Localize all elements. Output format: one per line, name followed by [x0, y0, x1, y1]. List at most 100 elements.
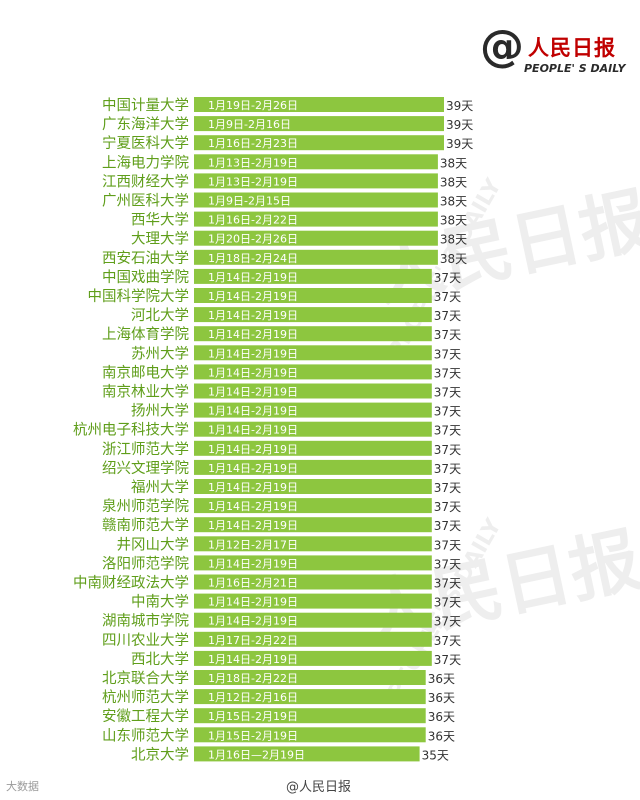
- category-label: 中国计量大学: [102, 97, 189, 114]
- date-range-label: 1月15日-2月19日: [208, 729, 298, 742]
- value-label: 38天: [440, 175, 467, 189]
- date-range-label: 1月20日-2月26日: [208, 233, 298, 246]
- category-label: 西安石油大学: [102, 250, 189, 267]
- category-label: 广州医科大学: [102, 193, 189, 210]
- value-label: 37天: [434, 328, 461, 342]
- value-label: 37天: [434, 653, 461, 667]
- date-range-label: 1月9日-2月16日: [208, 118, 291, 131]
- value-label: 35天: [422, 748, 449, 762]
- category-label: 江西财经大学: [102, 173, 189, 190]
- bar: [194, 345, 432, 361]
- bar: [194, 612, 432, 628]
- footer-credit: @人民日报: [286, 780, 352, 795]
- value-label: 37天: [434, 519, 461, 533]
- date-range-label: 1月14日-2月19日: [208, 290, 298, 303]
- category-label: 扬州大学: [131, 403, 189, 420]
- category-label: 浙江师范大学: [102, 441, 189, 458]
- value-label: 37天: [434, 309, 461, 323]
- bar: [194, 593, 432, 609]
- value-label: 37天: [434, 347, 461, 361]
- date-range-label: 1月14日-2月19日: [208, 424, 298, 437]
- bar: [194, 727, 426, 743]
- bar: [194, 326, 432, 342]
- category-label: 中南财经政法大学: [73, 575, 189, 592]
- date-range-label: 1月18日-2月22日: [208, 672, 298, 685]
- category-label: 北京大学: [131, 746, 189, 763]
- category-label: 西北大学: [131, 651, 189, 668]
- bar: [194, 173, 438, 189]
- category-label: 山东师范大学: [102, 727, 189, 744]
- bar: [194, 440, 432, 456]
- date-range-label: 1月14日-2月19日: [208, 500, 298, 513]
- date-range-label: 1月14日-2月19日: [208, 405, 298, 418]
- category-label: 福州大学: [131, 479, 189, 496]
- date-range-label: 1月16日—2月19日: [208, 748, 305, 761]
- bar: [194, 479, 432, 494]
- value-label: 38天: [440, 233, 467, 247]
- date-range-label: 1月14日-2月19日: [208, 443, 298, 456]
- date-range-label: 1月18日-2月24日: [208, 252, 298, 265]
- category-label: 广东海洋大学: [102, 116, 189, 133]
- value-label: 36天: [428, 729, 455, 743]
- bar: [194, 708, 426, 724]
- category-label: 四川农业大学: [102, 632, 189, 649]
- value-label: 37天: [434, 596, 461, 610]
- value-label: 37天: [434, 386, 461, 400]
- bar: [194, 746, 420, 762]
- bar: [194, 689, 426, 705]
- date-range-label: 1月14日-2月19日: [208, 347, 298, 360]
- bar: [194, 383, 432, 399]
- date-range-label: 1月14日-2月19日: [208, 557, 298, 570]
- date-range-label: 1月15日-2月19日: [208, 710, 298, 723]
- category-label: 上海体育学院: [102, 326, 189, 343]
- value-label: 39天: [446, 99, 473, 113]
- category-label: 安徽工程大学: [102, 708, 189, 725]
- bar: [194, 135, 444, 151]
- category-label: 杭州电子科技大学: [73, 422, 189, 439]
- category-label: 南京邮电大学: [102, 364, 189, 381]
- value-label: 38天: [440, 252, 467, 266]
- date-range-label: 1月16日-2月21日: [208, 577, 298, 590]
- date-range-label: 1月14日-2月19日: [208, 481, 298, 494]
- value-label: 39天: [446, 137, 473, 151]
- category-label: 中国戏曲学院: [102, 269, 189, 286]
- value-label: 37天: [434, 615, 461, 629]
- category-label: 河北大学: [131, 307, 189, 324]
- value-label: 39天: [446, 118, 473, 132]
- bar: [194, 97, 444, 112]
- value-label: 37天: [434, 481, 461, 495]
- bar: [194, 459, 432, 475]
- bar: [194, 498, 432, 514]
- date-range-label: 1月12日-2月16日: [208, 691, 298, 704]
- brand-name-cn: 人民日报: [528, 36, 616, 60]
- brand-name-en: PEOPLE' S DAILY: [524, 62, 626, 75]
- value-label: 37天: [434, 538, 461, 552]
- bar: [194, 230, 438, 246]
- date-range-label: 1月14日-2月19日: [208, 386, 298, 399]
- bar: [194, 364, 432, 380]
- value-label: 37天: [434, 443, 461, 457]
- date-range-label: 1月12日-2月17日: [208, 538, 298, 551]
- value-label: 37天: [434, 405, 461, 419]
- category-label: 赣南师范大学: [102, 517, 189, 534]
- category-label: 中南大学: [131, 594, 189, 611]
- date-range-label: 1月14日-2月19日: [208, 615, 298, 628]
- value-label: 36天: [428, 672, 455, 686]
- value-label: 38天: [440, 214, 467, 228]
- value-label: 37天: [434, 634, 461, 648]
- value-label: 37天: [434, 577, 461, 591]
- value-label: 37天: [434, 290, 461, 304]
- category-label: 泉州师范学院: [102, 498, 189, 515]
- value-label: 36天: [428, 691, 455, 705]
- bar: [194, 650, 432, 666]
- bar: [194, 154, 438, 170]
- bar: [194, 517, 432, 533]
- date-range-label: 1月14日-2月19日: [208, 462, 298, 475]
- date-range-label: 1月14日-2月19日: [208, 519, 298, 532]
- at-icon: @: [480, 21, 524, 72]
- category-label: 大理大学: [131, 231, 189, 248]
- category-label: 西华大学: [131, 212, 189, 229]
- category-label: 洛阳师范学院: [102, 555, 189, 572]
- date-range-label: 1月9日-2月15日: [208, 195, 291, 208]
